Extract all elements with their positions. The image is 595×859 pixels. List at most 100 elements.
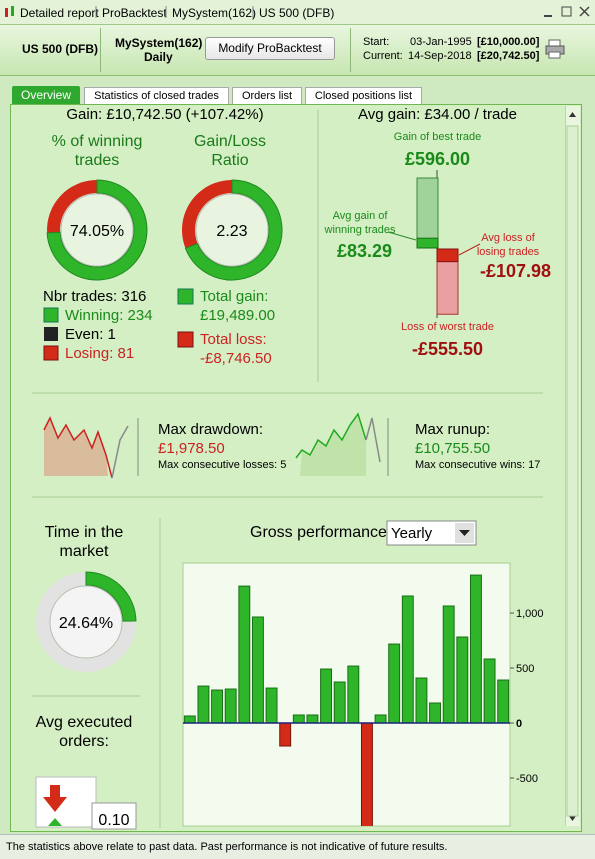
chart-title: Gross performance bbox=[250, 524, 387, 541]
footer-text: The statistics above relate to past data… bbox=[6, 841, 448, 853]
trades-winning: Winning: 234 bbox=[65, 307, 153, 324]
bar bbox=[238, 585, 251, 724]
tab[interactable]: Statistics of closed trades bbox=[84, 87, 229, 106]
bar bbox=[483, 658, 496, 724]
drawdown-consecutive: Max consecutive losses: 5 bbox=[158, 459, 287, 471]
bar bbox=[306, 714, 319, 724]
avg-loss-value: -£107.98 bbox=[480, 261, 552, 281]
runup-sparkline bbox=[295, 412, 389, 476]
donut-label: 74.05% bbox=[70, 223, 124, 240]
plot bbox=[183, 574, 510, 826]
scroll-arrows[interactable] bbox=[565, 106, 580, 826]
y-tick-label: 0 bbox=[516, 718, 522, 730]
bar bbox=[497, 679, 510, 724]
donut-center bbox=[60, 193, 134, 267]
start-date: 03-Jan-1995 bbox=[410, 36, 472, 48]
y-tick-label: -500 bbox=[516, 773, 538, 785]
bar bbox=[292, 714, 305, 724]
system: MySystem(162) bbox=[115, 36, 203, 50]
market-title: Time in the market bbox=[44, 524, 124, 560]
donut-value bbox=[46, 179, 148, 281]
footer bbox=[0, 834, 595, 859]
donut-rest bbox=[47, 180, 97, 233]
donut-center bbox=[195, 193, 269, 267]
bar bbox=[442, 605, 455, 724]
bar bbox=[469, 574, 482, 724]
start-label: Start: bbox=[363, 36, 390, 48]
runup-value: £10,755.50 bbox=[415, 440, 491, 457]
trade-bar bbox=[436, 248, 459, 263]
donut-value bbox=[85, 571, 137, 622]
trade-bar bbox=[416, 237, 439, 249]
total-loss-label: Total loss: bbox=[200, 331, 267, 348]
window-controls[interactable] bbox=[540, 4, 592, 20]
current-label: Current: bbox=[363, 50, 403, 62]
start-capital: [£10,000.00] bbox=[477, 36, 540, 48]
bar bbox=[360, 722, 373, 826]
bar bbox=[388, 643, 401, 724]
separators bbox=[95, 6, 254, 18]
avg-gain-label: Avg gain of winning trades bbox=[324, 210, 396, 236]
modify-button[interactable]: Modify ProBacktest bbox=[205, 37, 335, 60]
drawdown-label: Max drawdown: bbox=[158, 421, 264, 438]
avg-gain-value: £83.29 bbox=[337, 241, 393, 261]
y-tick-label: 1,000 bbox=[516, 608, 544, 620]
drawdown-value: £1,978.50 bbox=[158, 440, 225, 457]
winning-title: % of winning trades bbox=[51, 133, 143, 169]
worst-value: -£555.50 bbox=[411, 339, 484, 359]
bar bbox=[429, 702, 442, 724]
title-item: Detailed report bbox=[20, 6, 99, 20]
bar bbox=[211, 689, 224, 724]
orders-icon bbox=[35, 776, 137, 830]
donut-center bbox=[49, 585, 123, 659]
total-loss: -£8,746.50 bbox=[200, 350, 272, 367]
trade-bar bbox=[416, 177, 439, 249]
bar bbox=[251, 616, 264, 724]
bar bbox=[333, 681, 346, 724]
total-gain-label: Total gain: bbox=[200, 288, 269, 305]
avg-loss-label: Avg loss of losing trades bbox=[476, 232, 540, 258]
period-select[interactable]: Yearly bbox=[391, 525, 433, 542]
best-label: Gain of best trade bbox=[393, 131, 482, 143]
bar bbox=[197, 685, 210, 724]
avg-gain: Avg gain: £34.00 / trade bbox=[357, 106, 517, 123]
orders-title: Avg executed orders: bbox=[35, 714, 133, 750]
title-item: ProBacktest bbox=[102, 6, 167, 20]
trades-even: Even: 1 bbox=[65, 326, 116, 343]
app-icon bbox=[5, 6, 14, 17]
trades-total: Nbr trades: 316 bbox=[43, 288, 147, 305]
runup-consecutive: Max consecutive wins: 17 bbox=[415, 459, 541, 471]
total-gain: £19,489.00 bbox=[200, 307, 276, 324]
ratio-title: Gain/Loss Ratio bbox=[193, 133, 267, 169]
orders-value: 0.10 bbox=[98, 812, 130, 829]
best-value: £596.00 bbox=[404, 149, 471, 169]
gain-total: Gain: £10,742.50 (+107.42%) bbox=[66, 106, 264, 123]
bar bbox=[347, 665, 360, 724]
title-bar bbox=[0, 0, 595, 25]
runup-label: Max runup: bbox=[415, 421, 491, 438]
timeframe: Daily bbox=[144, 50, 173, 64]
bar bbox=[279, 722, 292, 747]
divider bbox=[100, 28, 101, 72]
donut-value bbox=[184, 179, 283, 281]
current-capital: [£20,742.50] bbox=[477, 50, 540, 62]
print-icon[interactable] bbox=[544, 38, 566, 60]
bar bbox=[415, 677, 428, 724]
bar bbox=[456, 636, 469, 724]
instrument: US 500 (DFB) bbox=[22, 42, 99, 56]
bar bbox=[265, 687, 278, 724]
bar bbox=[320, 668, 333, 724]
donut-label: 24.64% bbox=[59, 615, 113, 632]
bar bbox=[224, 688, 237, 724]
avg-loss-clip: -£107.98 bbox=[470, 261, 552, 282]
trades-losing: Losing: 81 bbox=[65, 345, 135, 362]
bar bbox=[183, 715, 196, 724]
bar bbox=[374, 714, 387, 724]
title-item: US 500 (DFB) bbox=[259, 6, 335, 20]
tab[interactable]: Overview bbox=[12, 86, 80, 104]
title-item: MySystem(162) bbox=[172, 6, 257, 20]
donut-label: 2.23 bbox=[216, 223, 247, 240]
tab[interactable]: Orders list bbox=[232, 87, 302, 106]
